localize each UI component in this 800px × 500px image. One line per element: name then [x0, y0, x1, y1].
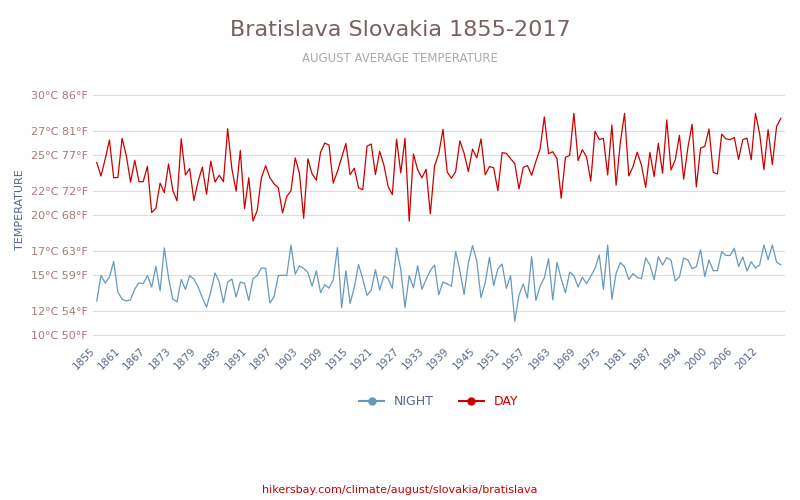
Text: Bratislava Slovakia 1855-2017: Bratislava Slovakia 1855-2017 — [230, 20, 570, 40]
Text: AUGUST AVERAGE TEMPERATURE: AUGUST AVERAGE TEMPERATURE — [302, 52, 498, 66]
Text: hikersbay.com/climate/august/slovakia/bratislava: hikersbay.com/climate/august/slovakia/br… — [262, 485, 538, 495]
Y-axis label: TEMPERATURE: TEMPERATURE — [15, 169, 25, 250]
Legend: NIGHT, DAY: NIGHT, DAY — [354, 390, 523, 413]
